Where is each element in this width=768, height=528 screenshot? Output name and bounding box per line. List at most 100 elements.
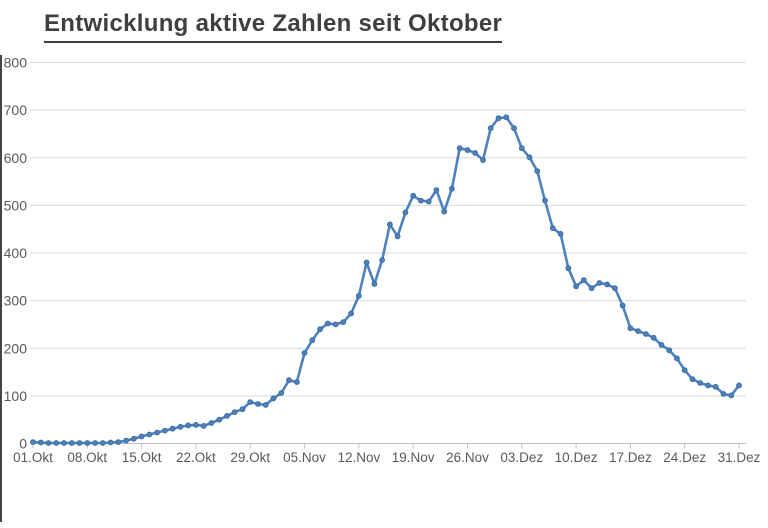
data-point-marker	[379, 257, 386, 264]
data-point-marker	[573, 283, 579, 290]
data-point-marker	[503, 114, 510, 121]
x-axis-label: 19.Nov	[392, 450, 435, 465]
data-point-marker	[185, 422, 192, 429]
x-axis-label: 15.Okt	[122, 450, 162, 465]
data-point-marker	[588, 285, 595, 292]
data-point-marker	[643, 331, 649, 337]
x-axis-label: 03.Dez	[500, 450, 543, 465]
x-axis-label: 17.Dez	[609, 450, 652, 465]
data-point-marker	[154, 429, 161, 436]
y-axis-label: 200	[4, 340, 28, 356]
x-axis-label: 26.Nov	[446, 450, 489, 465]
data-point-marker	[449, 185, 455, 192]
data-point-marker	[720, 391, 727, 397]
data-point-marker	[355, 293, 362, 299]
data-point-marker	[596, 280, 603, 286]
data-point-marker	[697, 380, 704, 386]
data-point-marker	[107, 439, 114, 446]
data-point-marker	[270, 395, 277, 402]
data-point-marker	[115, 439, 122, 446]
x-axis-label: 31.Dez	[718, 450, 761, 465]
y-axis-label: 500	[4, 197, 28, 213]
data-point-marker	[681, 367, 688, 374]
data-point-marker	[200, 423, 207, 429]
x-axis-label: 01.Okt	[13, 450, 53, 465]
data-point-marker	[441, 208, 448, 215]
data-point-marker	[456, 145, 463, 152]
chart-title: Entwicklung aktive Zahlen seit Oktober	[44, 10, 503, 43]
data-point-marker	[580, 277, 587, 284]
data-point-marker	[317, 326, 324, 333]
data-point-marker	[92, 440, 98, 446]
data-point-marker	[324, 320, 331, 327]
data-point-marker	[712, 383, 719, 390]
data-point-marker	[557, 231, 564, 237]
x-axis-label: 05.Nov	[283, 450, 326, 465]
x-axis-label: 10.Dez	[555, 450, 598, 465]
data-point-marker	[162, 427, 168, 434]
x-axis-label: 24.Dez	[663, 450, 706, 465]
data-point-marker	[231, 409, 238, 416]
data-point-marker	[658, 342, 665, 348]
data-point-marker	[340, 319, 347, 326]
data-point-marker	[61, 440, 67, 446]
data-point-marker	[674, 355, 680, 362]
data-point-marker	[363, 259, 370, 266]
data-point-marker	[76, 440, 83, 446]
x-axis-label: 12.Nov	[337, 450, 380, 465]
data-point-marker	[371, 281, 378, 287]
data-point-marker	[131, 435, 137, 442]
data-point-marker	[239, 406, 246, 413]
data-point-marker	[146, 431, 153, 438]
data-point-marker	[224, 413, 230, 419]
data-point-marker	[45, 440, 52, 446]
data-point-marker	[666, 347, 673, 354]
data-point-marker	[549, 225, 556, 232]
y-axis-label: 700	[4, 102, 28, 118]
data-point-marker	[293, 379, 300, 386]
data-point-marker	[301, 350, 308, 356]
y-axis-label: 400	[4, 245, 28, 261]
data-point-marker	[68, 440, 75, 446]
data-point-marker	[193, 422, 199, 428]
data-point-marker	[534, 168, 541, 175]
data-point-marker	[635, 328, 641, 335]
data-point-marker	[394, 233, 401, 240]
data-point-marker	[30, 439, 36, 446]
x-axis-label: 22.Okt	[176, 450, 216, 465]
data-point-marker	[37, 439, 44, 446]
data-point-marker	[542, 197, 548, 204]
data-point-marker	[255, 401, 261, 407]
data-point-marker	[286, 377, 292, 384]
data-point-marker	[278, 390, 285, 396]
data-point-marker	[495, 115, 502, 122]
data-point-marker	[208, 420, 215, 426]
data-point-marker	[433, 187, 440, 194]
y-axis-label: 800	[4, 55, 28, 71]
data-point-marker	[216, 416, 223, 423]
data-point-marker	[123, 437, 129, 444]
data-point-marker	[332, 321, 339, 328]
data-point-marker	[518, 145, 525, 152]
data-point-marker	[410, 192, 417, 199]
data-point-marker	[425, 198, 432, 205]
data-point-marker	[487, 125, 494, 132]
data-point-marker	[736, 382, 742, 389]
data-point-marker	[612, 285, 618, 292]
data-point-marker	[464, 147, 471, 154]
data-point-marker	[169, 425, 176, 432]
y-axis-label: 100	[4, 388, 28, 404]
data-point-marker	[138, 433, 145, 440]
data-point-marker	[402, 209, 409, 216]
y-axis-label: 600	[4, 150, 28, 166]
data-point-marker	[309, 337, 316, 344]
left-border-line	[0, 55, 2, 522]
data-point-marker	[526, 154, 533, 161]
data-point-marker	[650, 334, 657, 341]
data-point-marker	[53, 440, 60, 446]
x-axis-label: 08.Okt	[67, 450, 107, 465]
y-axis-label: 0	[19, 436, 27, 452]
data-point-marker	[99, 440, 106, 446]
